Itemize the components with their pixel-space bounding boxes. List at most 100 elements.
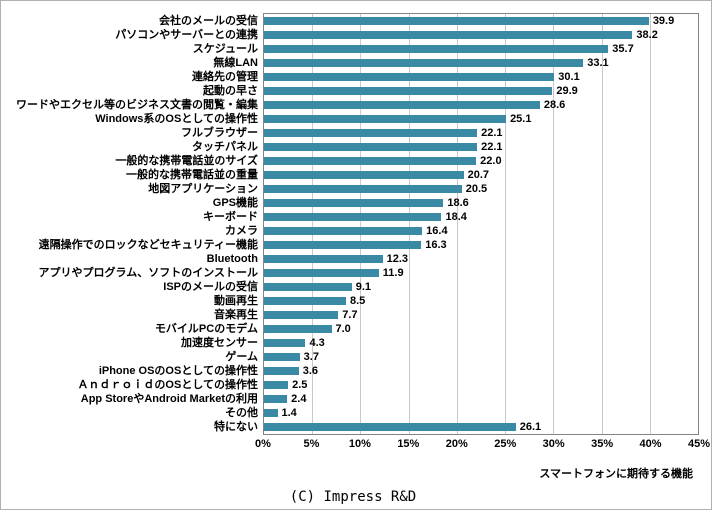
- bars-container: 39.9 38.2 35.7 33.1 30.1 29.9 28.6 25.1 22.1 22.1…: [264, 14, 698, 434]
- bar-row: 3.6: [264, 364, 698, 378]
- bar: [264, 129, 478, 137]
- x-axis-spacer: [7, 438, 263, 453]
- value-label: 2.5: [292, 378, 308, 391]
- bar-row: 4.3: [264, 336, 698, 350]
- bar-row: 7.7: [264, 308, 698, 322]
- bar: [264, 45, 609, 53]
- bar: [264, 157, 477, 165]
- bar: [264, 353, 300, 361]
- value-label: 29.9: [556, 84, 578, 97]
- value-label: 35.7: [612, 42, 634, 55]
- x-tick-label: 5%: [303, 438, 320, 450]
- value-label: 20.7: [467, 168, 490, 181]
- gridline: [505, 14, 507, 434]
- category-label: 無線LAN: [213, 57, 258, 69]
- gridline: [456, 14, 458, 434]
- bar-row: 1.4: [264, 406, 698, 420]
- category-label: 特にない: [214, 421, 258, 433]
- bar: [264, 73, 555, 81]
- bar-row: 7.0: [264, 322, 698, 336]
- category-label: 動画再生: [214, 295, 258, 307]
- value-label: 12.3: [386, 252, 409, 265]
- bar-row: 2.4: [264, 392, 698, 406]
- bar: [264, 31, 633, 39]
- value-label: 26.1: [519, 420, 542, 433]
- bar-row: 3.7: [264, 350, 698, 364]
- bar-row: 28.6: [264, 98, 698, 112]
- gridline: [360, 14, 362, 434]
- value-label: 20.5: [465, 182, 488, 195]
- value-label: 7.7: [342, 308, 358, 321]
- x-tick-label: 20%: [445, 438, 468, 450]
- x-tick-label: 0%: [255, 438, 271, 450]
- bar-row: 35.7: [264, 42, 698, 56]
- bar: [264, 143, 478, 151]
- x-tick-label: 35%: [591, 438, 614, 450]
- value-label: 30.1: [558, 70, 580, 83]
- gridline: [553, 14, 555, 434]
- category-label: その他: [225, 407, 258, 419]
- category-label: タッチパネル: [192, 141, 258, 153]
- category-label: キーボード: [203, 211, 258, 223]
- bar: [264, 255, 383, 263]
- category-label: スケジュール: [192, 43, 258, 55]
- bar-row: 22.1: [264, 126, 698, 140]
- bar-row: 9.1: [264, 280, 698, 294]
- value-label: 2.4: [291, 392, 307, 405]
- bar-row: 39.9: [264, 14, 698, 28]
- value-label: 28.6: [543, 98, 566, 111]
- bar: [264, 381, 289, 389]
- category-label: モバイルPCのモデム: [154, 323, 258, 335]
- value-label: 3.6: [302, 364, 319, 377]
- category-label: 音楽再生: [214, 309, 258, 321]
- category-axis: 会社のメールの受信 パソコンやサーバーとの連携 スケジュール 無線LAN 連絡先の管理起…: [7, 13, 263, 435]
- value-label: 16.4: [426, 224, 448, 237]
- category-label: アプリやプログラム、ソフトのインストール: [38, 267, 258, 279]
- bar: [264, 311, 339, 319]
- bar: [264, 325, 332, 333]
- bar: [264, 423, 516, 431]
- category-label: 一般的な携帯電話並のサイズ: [115, 155, 258, 167]
- bar: [264, 283, 352, 291]
- category-label: ＡｎｄｒｏｉｄのOSとしての操作性: [77, 379, 258, 391]
- category-label: 起動の早さ: [203, 85, 258, 97]
- value-label: 39.9: [652, 14, 675, 27]
- category-label: GPS機能: [212, 197, 258, 209]
- plot-area: 39.9 38.2 35.7 33.1 30.1 29.9 28.6 25.1 22.1 22.1…: [263, 13, 699, 435]
- gridline: [312, 14, 314, 434]
- bar-row: 22.1: [264, 140, 698, 154]
- value-label: 33.1: [587, 56, 609, 69]
- value-label: 7.0: [335, 322, 351, 335]
- bar-row: 20.5: [264, 182, 698, 196]
- bar: [264, 395, 288, 403]
- x-tick-label: 10%: [348, 438, 371, 450]
- bar: [264, 17, 649, 25]
- bar: [264, 101, 540, 109]
- category-label: カメラ: [225, 225, 258, 237]
- category-label: Bluetooth: [206, 253, 258, 265]
- bar: [264, 213, 442, 221]
- bar: [264, 59, 584, 67]
- bar-row: 18.6: [264, 196, 698, 210]
- bar-row: 22.0: [264, 154, 698, 168]
- credit-text: (C) Impress R&D: [289, 489, 417, 505]
- bar: [264, 297, 346, 305]
- bar-row: 20.7: [264, 168, 698, 182]
- bar: [264, 185, 462, 193]
- value-label: 38.2: [636, 28, 658, 41]
- x-axis: 0% 5% 10% 15% 20% 25% 30% 35% 40% 45%: [7, 438, 710, 453]
- x-tick-label: 40%: [639, 438, 662, 450]
- category-label: 加速度センサー: [181, 337, 258, 349]
- value-label: 8.5: [349, 294, 366, 307]
- bar: [264, 241, 422, 249]
- gridline: [408, 14, 410, 434]
- gridline: [649, 14, 651, 434]
- bar-row: 16.4: [264, 224, 698, 238]
- category-label: パソコンやサーバーとの連携: [115, 29, 258, 41]
- x-axis-title: スマートフォンに期待する機能: [539, 468, 693, 480]
- bar-row: 8.5: [264, 294, 698, 308]
- bar-row: 11.9: [264, 266, 698, 280]
- bar: [264, 227, 423, 235]
- category-label: 地図アプリケーション: [148, 183, 258, 195]
- gridline: [601, 14, 603, 434]
